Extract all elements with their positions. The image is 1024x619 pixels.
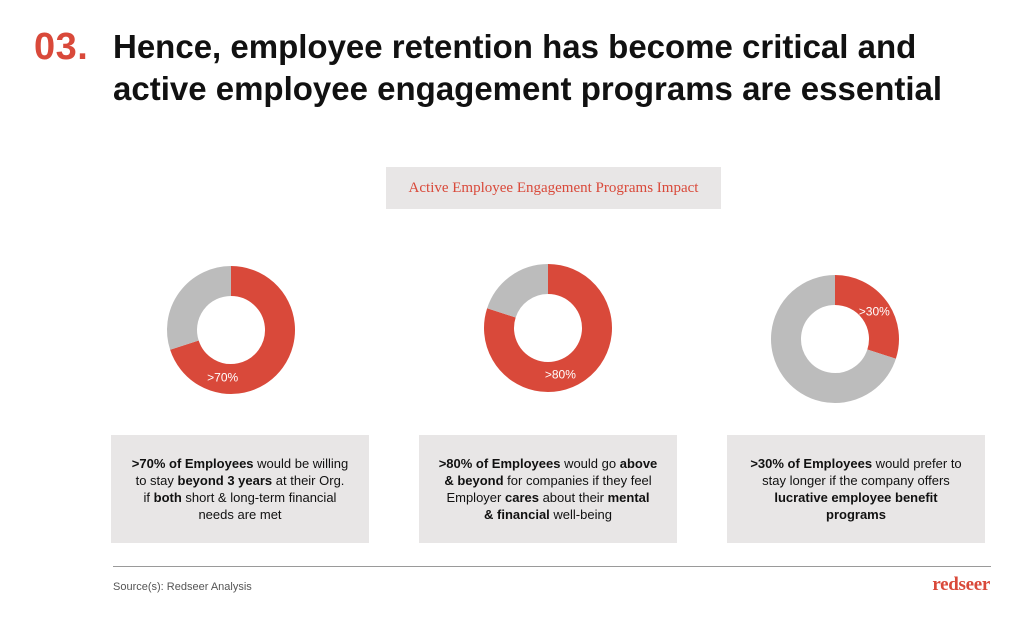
stat-text: if	[143, 490, 154, 505]
title-line-2: active employee engagement programs are …	[113, 70, 943, 107]
donut-chart-1: >70%	[165, 264, 297, 396]
stat-text: for companies if they feel	[503, 473, 652, 488]
stat-text-bold: above	[619, 456, 658, 471]
donut-data-label: >80%	[545, 367, 576, 381]
stat-text-bold: lucrative employee benefit	[774, 490, 938, 505]
donut-slice-rest	[771, 275, 896, 403]
stat-card-text: >80% of Employees would go above & beyond…	[439, 455, 658, 523]
chart-banner: Active Employee Engagement Programs Impa…	[386, 167, 721, 209]
donut-slice-highlight	[484, 264, 612, 392]
stat-text-bold: & beyond	[444, 473, 504, 488]
stat-text: would prefer to	[872, 456, 962, 471]
donut-chart-2: >80%	[482, 262, 614, 394]
donut-data-label: >30%	[859, 305, 890, 319]
stat-text: Employer	[446, 490, 505, 505]
donut-slice-rest	[487, 264, 549, 319]
stat-card-1: >70% of Employees would be willing to sta…	[111, 435, 369, 543]
stat-text: would be willing	[253, 456, 349, 471]
donut-svg: >30%	[771, 275, 899, 403]
stat-text: well-being	[549, 507, 612, 522]
stat-text: about their	[538, 490, 608, 505]
stat-text: would go	[560, 456, 620, 471]
source-note: Source(s): Redseer Analysis	[113, 581, 252, 593]
stat-text-bold: >30% of Employees	[750, 456, 873, 471]
stat-text: stay longer if the company offers	[762, 473, 950, 488]
stat-text-bold: >70% of Employees	[131, 456, 254, 471]
stat-card-2: >80% of Employees would go above & beyond…	[419, 435, 677, 543]
title-line-1: Hence, employee retention has become cri…	[113, 28, 917, 65]
slide-title: Hence, employee retention has become cri…	[113, 26, 1013, 110]
stat-text-bold: >80% of Employees	[438, 456, 561, 471]
stat-text-bold: mental	[607, 490, 650, 505]
footer-divider	[113, 566, 991, 567]
redseer-logo: redseer	[932, 574, 990, 595]
stat-text-bold: beyond 3 years	[177, 473, 273, 488]
stat-card-text: >30% of Employees would prefer to stay lo…	[750, 455, 961, 523]
stat-text: at their Org.	[272, 473, 345, 488]
stat-card-text: >70% of Employees would be willing to sta…	[132, 455, 348, 523]
donut-slice-highlight	[834, 275, 899, 359]
stat-text-bold: & financial	[484, 507, 550, 522]
stat-text: to stay	[135, 473, 178, 488]
stat-text: short & long-term financial	[181, 490, 337, 505]
stat-card-3: >30% of Employees would prefer to stay lo…	[727, 435, 985, 543]
donut-slice-highlight	[170, 266, 295, 394]
stat-text-bold: cares	[504, 490, 539, 505]
donut-chart-3: >30%	[769, 273, 901, 405]
donut-svg: >80%	[484, 264, 612, 392]
donut-slice-rest	[167, 266, 232, 350]
stat-text-bold: both	[153, 490, 182, 505]
donut-data-label: >70%	[207, 370, 238, 384]
donut-svg: >70%	[167, 266, 295, 394]
stat-text-bold: programs	[826, 507, 886, 522]
section-number: 03.	[34, 26, 89, 68]
stat-text: needs are met	[198, 507, 282, 522]
